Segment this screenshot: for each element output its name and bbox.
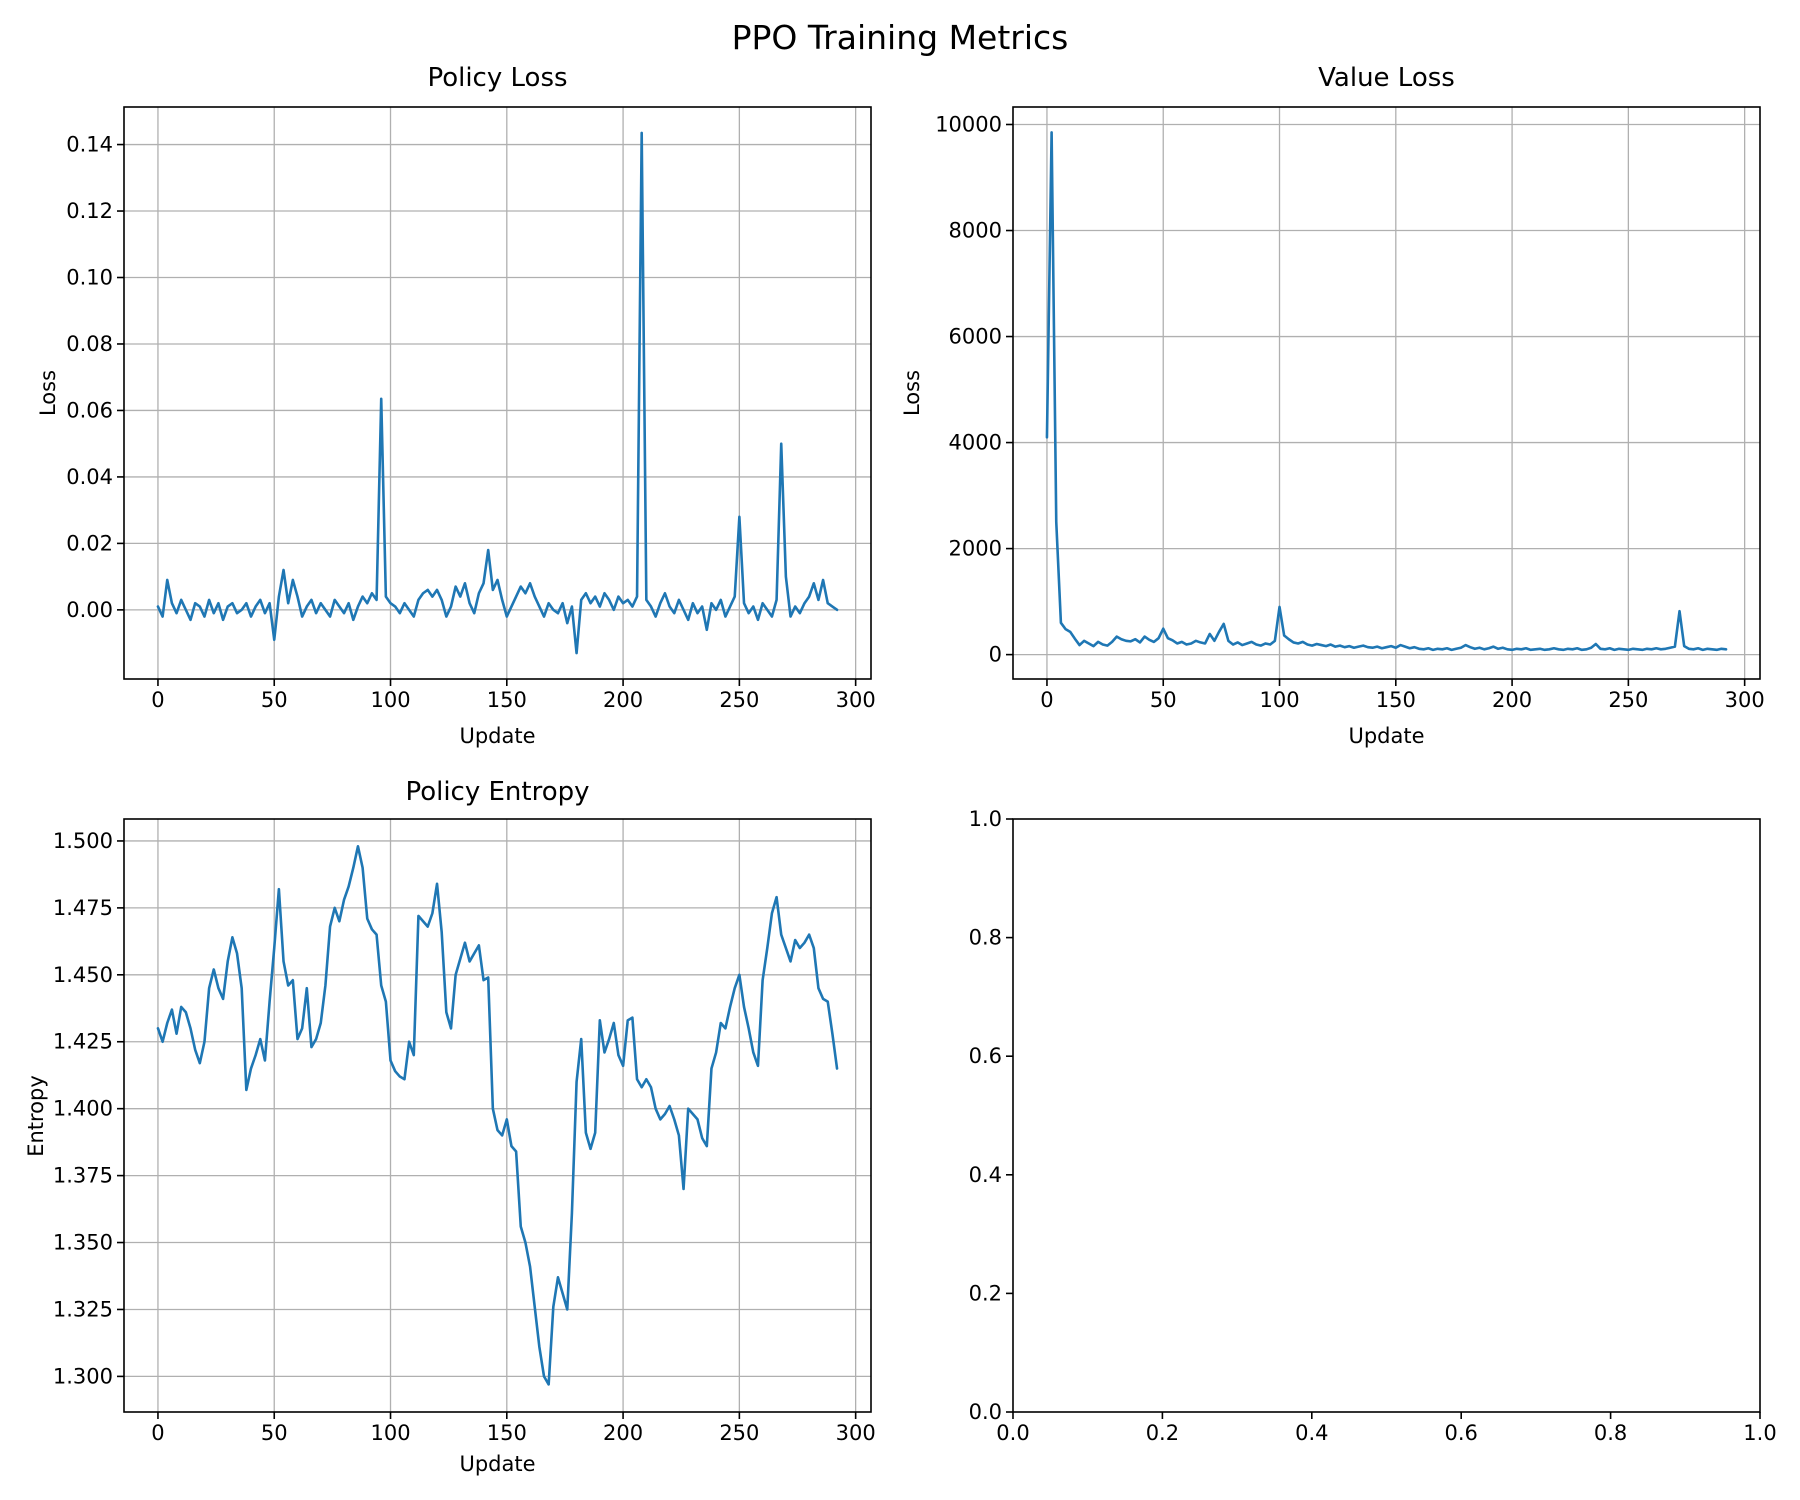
empty_panel-ytick-label: 0.4 <box>969 1163 1002 1187</box>
policy_entropy-ytick-label: 1.375 <box>53 1164 113 1188</box>
value_loss-grid <box>1013 107 1760 679</box>
empty_panel-xtick-label: 0.0 <box>996 1421 1029 1445</box>
policy_entropy-ytick-label: 1.475 <box>53 896 113 920</box>
empty_panel-axes: 0.0 0.2 0.4 0.6 0.8 1.0 0.0 0.2 0.4 0.6 0.8 1.0 <box>969 807 1777 1445</box>
empty_panel-xtick-label: 0.4 <box>1295 1421 1328 1445</box>
empty_panel-ytick-label: 0.6 <box>969 1044 1002 1068</box>
value_loss-xtick-label: 200 <box>1492 688 1532 712</box>
policy_entropy-axes: 0 50 100 150 200 250 300 1.300 1.325 1.350 1.375 1.… <box>53 818 876 1445</box>
policy_loss-ytick-label: 0.02 <box>66 531 113 555</box>
policy_entropy-xtick-label: 100 <box>370 1421 410 1445</box>
policy_loss-grid <box>124 107 871 679</box>
policy_loss-spines <box>123 106 872 680</box>
policy_loss-ticks: 0 50 100 150 200 250 300 0.00 0.02 0.04 0.06 0.08 0.… <box>66 133 875 713</box>
policy_entropy-ytick-label: 1.500 <box>53 829 113 853</box>
empty_panel-ytick-label: 0.0 <box>969 1400 1002 1424</box>
policy_entropy-ytick-label: 1.325 <box>53 1297 113 1321</box>
policy_loss-xtick-label: 100 <box>370 688 410 712</box>
policy_entropy-spines <box>123 818 872 1413</box>
policy_entropy-ticks: 0 50 100 150 200 250 300 1.300 1.325 1.350 1.375 1.… <box>53 829 876 1445</box>
empty_panel-ytick-label: 1.0 <box>969 807 1002 831</box>
value_loss-xtick-label: 250 <box>1608 688 1648 712</box>
policy-entropy-xlabel: Update <box>459 1452 536 1476</box>
value_loss-ytick-label: 6000 <box>949 325 1002 349</box>
value_loss-xtick-label: 300 <box>1725 688 1765 712</box>
policy_loss-axes: 0 50 100 150 200 250 300 0.00 0.02 0.04 0.06 0.08 0.… <box>66 106 876 713</box>
policy_loss-series-line <box>156 131 839 655</box>
empty_panel-xtick-label: 0.6 <box>1444 1421 1477 1445</box>
policy_entropy-ytick-label: 1.300 <box>53 1364 113 1388</box>
policy_loss-ytick-label: 0.12 <box>66 199 113 223</box>
value_loss-axes: 0 50 100 150 200 250 300 0 2000 4000 6000 8000 10000 <box>935 106 1765 712</box>
policy_entropy-ytick-label: 1.350 <box>53 1231 113 1255</box>
policy_entropy-xtick-label: 150 <box>487 1421 527 1445</box>
policy-loss-ylabel: Loss <box>36 369 60 417</box>
policy_loss-ytick-label: 0.00 <box>66 598 113 622</box>
policy_entropy-ytick-label: 1.450 <box>53 963 113 987</box>
policy_entropy-xtick-label: 0 <box>151 1421 164 1445</box>
value_loss-spines <box>1012 106 1761 680</box>
figure-suptitle: PPO Training Metrics <box>731 18 1069 57</box>
empty_panel-xtick-label: 0.8 <box>1594 1421 1627 1445</box>
policy_entropy-grid <box>124 819 871 1412</box>
policy_entropy-series-line <box>156 845 839 1386</box>
empty_panel-ytick-label: 0.8 <box>969 926 1002 950</box>
empty_panel-xtick-label: 0.2 <box>1146 1421 1179 1445</box>
value_loss-xtick-label: 50 <box>1150 688 1177 712</box>
policy_loss-ytick-label: 0.10 <box>66 266 113 290</box>
value-loss-title: Value Loss <box>1318 63 1455 93</box>
value_loss-ticks: 0 50 100 150 200 250 300 0 2000 4000 6000 8000 10000 <box>935 112 1765 712</box>
policy_loss-xtick-label: 0 <box>151 688 164 712</box>
policy_entropy-ytick-label: 1.425 <box>53 1030 113 1054</box>
value_loss-ytick-label: 0 <box>989 643 1002 667</box>
value_loss-ytick-label: 4000 <box>949 431 1002 455</box>
value-loss-xlabel: Update <box>1348 724 1425 748</box>
policy_loss-xtick-label: 150 <box>487 688 527 712</box>
empty_panel-xtick-label: 1.0 <box>1743 1421 1776 1445</box>
policy_loss-xtick-label: 250 <box>719 688 759 712</box>
policy_loss-xtick-label: 200 <box>603 688 643 712</box>
value_loss-xtick-label: 0 <box>1040 688 1053 712</box>
value_loss-ytick-label: 2000 <box>949 537 1002 561</box>
policy_entropy-xtick-label: 200 <box>603 1421 643 1445</box>
value-loss-ylabel: Loss <box>900 369 924 417</box>
value_loss-xtick-label: 150 <box>1376 688 1416 712</box>
value_loss-ytick-label: 10000 <box>935 112 1002 136</box>
policy-entropy-title: Policy Entropy <box>405 777 590 807</box>
empty_panel-ticks: 0.0 0.2 0.4 0.6 0.8 1.0 0.0 0.2 0.4 0.6 0.8 1.0 <box>969 807 1777 1445</box>
policy-loss-xlabel: Update <box>459 724 536 748</box>
policy_entropy-xtick-label: 50 <box>261 1421 288 1445</box>
policy_entropy-xtick-label: 250 <box>719 1421 759 1445</box>
value_loss-xtick-label: 100 <box>1259 688 1299 712</box>
policy-loss-title: Policy Loss <box>427 63 568 93</box>
empty_panel-spines <box>1012 818 1761 1413</box>
policy_entropy-xtick-label: 300 <box>836 1421 876 1445</box>
value_loss-ytick-label: 8000 <box>949 219 1002 243</box>
policy_loss-xtick-label: 300 <box>836 688 876 712</box>
empty_panel-ytick-label: 0.2 <box>969 1281 1002 1305</box>
policy_loss-ytick-label: 0.08 <box>66 332 113 356</box>
policy_loss-ytick-label: 0.14 <box>66 133 113 157</box>
value_loss-series-line <box>1045 131 1728 652</box>
policy_loss-ytick-label: 0.04 <box>66 465 113 489</box>
policy_entropy-ytick-label: 1.400 <box>53 1097 113 1121</box>
policy-entropy-ylabel: Entropy <box>24 1075 48 1157</box>
policy_loss-xtick-label: 50 <box>261 688 288 712</box>
policy_loss-ytick-label: 0.06 <box>66 398 113 422</box>
